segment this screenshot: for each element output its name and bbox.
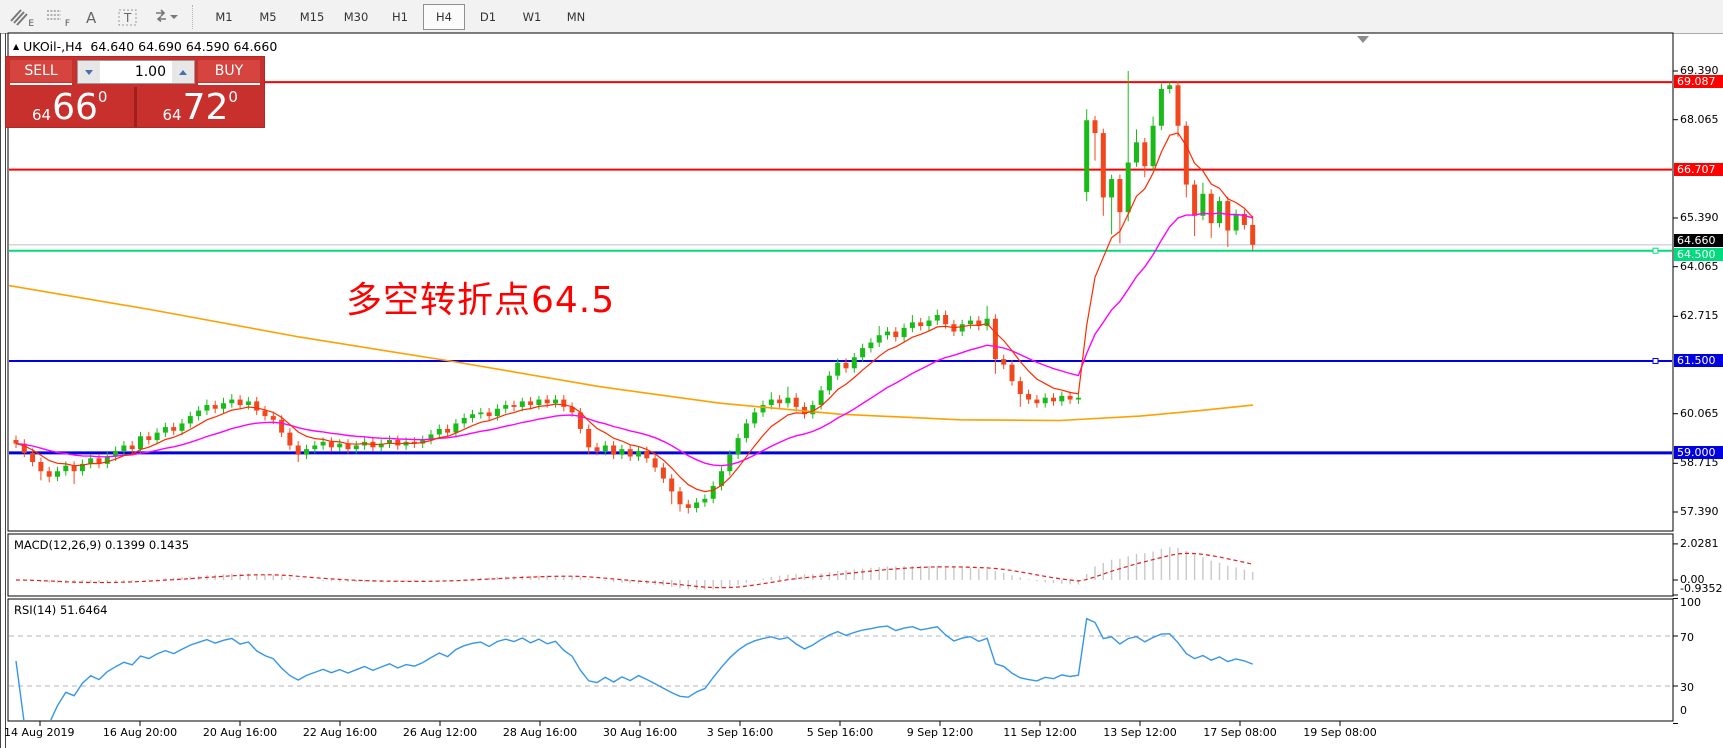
- buy-button[interactable]: BUY: [198, 60, 260, 82]
- time-axis-label: 14 Aug 2019: [4, 726, 75, 739]
- timeframe-button-MN[interactable]: MN: [566, 9, 586, 24]
- timeframe-group: M1 M5 M15 M30 H1 H4 D1 W1 MN: [202, 3, 598, 30]
- chart-title: ▲ UKOil-,H4 64.640 64.690 64.590 64.660: [13, 39, 277, 54]
- time-axis-label: 13 Sep 12:00: [1103, 726, 1177, 739]
- price-axis-tick: 57.390: [1680, 505, 1719, 518]
- timeframe-button-D1[interactable]: D1: [479, 9, 497, 24]
- text-label-icon-button[interactable]: A: [78, 4, 108, 30]
- ask-price-main: 72: [182, 87, 229, 129]
- timeframe-button-M5[interactable]: M5: [259, 9, 277, 24]
- time-axis-label: 28 Aug 16:00: [502, 726, 578, 739]
- volume-increase-button[interactable]: [172, 61, 194, 83]
- toolbar-separator: [192, 4, 194, 29]
- time-axis-label: 17 Sep 08:00: [1203, 726, 1277, 739]
- price-level-badge: 69.087: [1674, 75, 1723, 89]
- time-axis-label: 11 Sep 12:00: [1003, 726, 1077, 739]
- volume-input[interactable]: [100, 61, 172, 83]
- sell-underline: [10, 83, 72, 85]
- timeframe-button-H4[interactable]: H4: [423, 3, 465, 30]
- sell-button[interactable]: SELL: [10, 60, 72, 82]
- price-axis-tick: 68.065: [1680, 112, 1719, 126]
- rsi-axis-tick: 70: [1680, 631, 1694, 644]
- ohlc-values: 64.640 64.690 64.590 64.660: [90, 39, 278, 54]
- price-axis-tick: 69.390: [1680, 64, 1719, 77]
- time-axis-label: 3 Sep 16:00: [706, 726, 774, 739]
- indicator-list-icon-button[interactable]: F: [42, 4, 72, 30]
- time-axis-label: 20 Aug 16:00: [202, 726, 278, 739]
- time-axis-label: 22 Aug 16:00: [302, 726, 378, 739]
- caret-down-icon: [85, 69, 93, 75]
- bid-price-prefix: 64: [32, 106, 52, 124]
- macd-axis-tick: 2.0281: [1680, 536, 1719, 550]
- price-axis-tick: 65.390: [1680, 211, 1719, 224]
- price-axis-tick: 58.715: [1680, 456, 1719, 470]
- buy-underline: [198, 83, 260, 85]
- bid-price[interactable]: 64 66 0: [6, 87, 134, 127]
- timeframe-button-M1[interactable]: M1: [215, 9, 233, 24]
- bid-price-main: 66: [52, 87, 98, 129]
- price-divider: [133, 87, 137, 127]
- bid-price-sup: 0: [97, 88, 108, 106]
- svg-text:T: T: [123, 11, 132, 25]
- time-axis-label: 19 Sep 08:00: [1303, 726, 1377, 739]
- volume-decrease-button[interactable]: [78, 61, 100, 83]
- timeframe-button-M30[interactable]: M30: [343, 9, 369, 24]
- text-box-icon-button[interactable]: T: [114, 4, 144, 30]
- caret-up-icon: [179, 69, 187, 75]
- collapse-arrow-icon: ▲: [13, 42, 20, 51]
- time-axis-label: 5 Sep 16:00: [806, 726, 874, 739]
- chart-shift-marker-icon[interactable]: [1357, 36, 1369, 43]
- arrows-tool-icon-button[interactable]: [150, 4, 180, 30]
- bid-ask-prices: 64 66 0 64 72 0: [6, 87, 264, 127]
- ask-price-prefix: 64: [162, 106, 182, 124]
- price-level-badge: 66.707: [1674, 162, 1723, 176]
- rsi-axis-tick: 100: [1680, 596, 1701, 609]
- macd-axis-tick: -0.9352: [1680, 582, 1723, 595]
- symbol-period-label: UKOil-,H4: [23, 39, 83, 54]
- price-level-badge: 64.660: [1674, 233, 1723, 247]
- ask-price[interactable]: 64 72 0: [137, 87, 265, 127]
- time-axis-label: 9 Sep 12:00: [906, 726, 974, 739]
- rsi-label: RSI(14) 51.6464: [14, 603, 108, 617]
- ask-price-sup: 0: [228, 88, 238, 106]
- icon-sub-label: E: [28, 18, 34, 29]
- rsi-axis-tick: 30: [1680, 681, 1694, 694]
- chart-annotation-text: 多空转折点64.5: [346, 280, 616, 321]
- time-axis-label: 16 Aug 20:00: [102, 726, 178, 739]
- price-axis-tick: 62.715: [1680, 309, 1719, 323]
- price-level-badge: 64.500: [1674, 247, 1723, 261]
- time-axis-label: 30 Aug 16:00: [602, 726, 678, 739]
- indicators-hatch-icon-button[interactable]: E: [6, 4, 36, 30]
- macd-axis-tick: 0.00: [1680, 573, 1705, 586]
- text-label-icon: A: [86, 8, 97, 27]
- icon-sub-label: F: [64, 18, 70, 29]
- price-axis-tick: 64.065: [1680, 259, 1719, 273]
- timeframe-button-H1[interactable]: H1: [392, 9, 408, 24]
- volume-spinner: [77, 60, 195, 84]
- timeframe-button-M15[interactable]: M15: [299, 9, 325, 24]
- price-axis-tick: 60.065: [1680, 406, 1719, 420]
- timeframe-button-W1[interactable]: W1: [522, 9, 542, 24]
- macd-label: MACD(12,26,9) 0.1399 0.1435: [14, 538, 190, 552]
- time-axis-label: 26 Aug 12:00: [402, 726, 478, 739]
- price-level-badge: 59.000: [1674, 445, 1723, 459]
- rsi-axis-tick: 0: [1680, 704, 1687, 717]
- price-level-badge: 61.500: [1674, 353, 1723, 367]
